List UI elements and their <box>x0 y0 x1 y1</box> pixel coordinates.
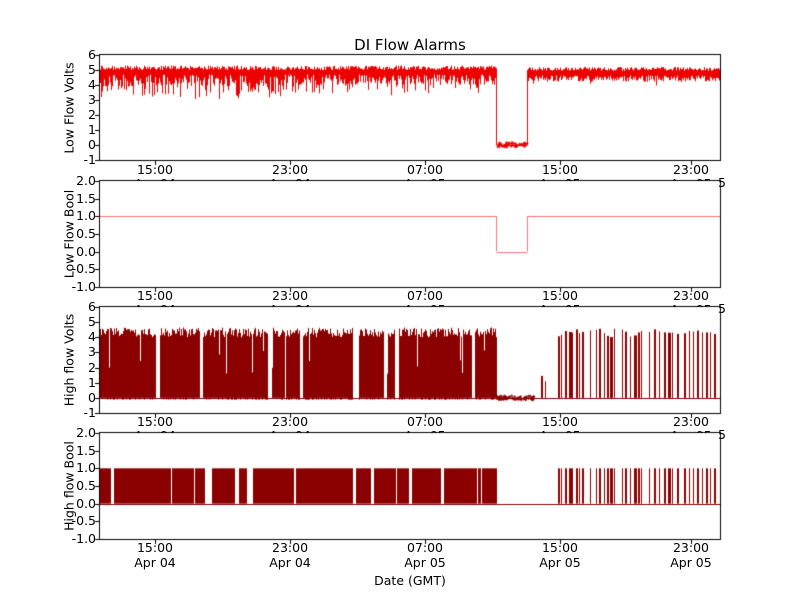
y-tick-label: -1 <box>83 152 96 167</box>
x-tick-label: 15:00 <box>541 288 578 303</box>
y-tick-label: 0.5 <box>76 478 96 493</box>
x-axis-label: Date (GMT) <box>374 573 446 588</box>
y-tick-label: 1.5 <box>76 190 96 206</box>
x-tick-label: 23:00 <box>272 540 309 555</box>
clipped-date-digit: 5 <box>718 175 726 190</box>
x-tick-label: 23:00 <box>672 288 709 303</box>
x-date-label: Apr 04 <box>269 555 311 570</box>
x-tick-label: 07:00 <box>406 414 444 429</box>
x-tick-label: 23:00 <box>672 540 709 555</box>
clipped-date-digit: 5 <box>718 301 726 316</box>
y-tick-label: -0.5 <box>71 261 96 277</box>
y-tick-label: 2 <box>88 107 96 122</box>
x-tick-label: 15:00 <box>541 414 578 429</box>
y-tick-label: 5 <box>88 62 96 77</box>
clipped-date-label: Apr 04 <box>120 429 190 433</box>
y-tick-label: 2.0 <box>76 425 96 440</box>
x-date-label: Apr 04 <box>134 555 176 570</box>
y-tick-label: 3 <box>88 344 96 360</box>
clipped-date-digit: 5 <box>718 427 726 442</box>
y-tick-label: 2.0 <box>76 173 96 188</box>
x-tick-label: 15:00 <box>136 540 173 555</box>
x-date-label: Apr 05 <box>670 555 712 570</box>
x-tick-label: 23:00 <box>672 162 709 177</box>
y-tick-label: 0 <box>88 137 96 152</box>
y-tick-label: 1 <box>88 122 96 137</box>
clipped-date-label: Apr 04 <box>255 303 325 307</box>
y-tick-label: 1.0 <box>76 208 96 224</box>
clipped-date-label: Apr 05 <box>390 177 460 181</box>
chart-title: DI Flow Alarms <box>354 36 466 54</box>
clipped-date-label: Apr 05 <box>656 429 726 433</box>
y-tick-label: 5 <box>88 314 96 330</box>
clipped-date-label: Apr 04 <box>120 303 190 307</box>
clipped-date-label: Apr 05 <box>525 429 595 433</box>
x-tick-label: 23:00 <box>272 414 309 429</box>
y-tick-label: 1.5 <box>76 442 96 458</box>
y-tick-label: 0.5 <box>76 226 96 241</box>
x-tick-label: 15:00 <box>136 288 173 303</box>
clipped-date-label: Apr 04 <box>255 429 325 433</box>
x-tick-label: 23:00 <box>272 288 309 303</box>
clipped-date-row: Apr 04 Apr 04 Apr 05 Apr 05 Apr 05 <box>0 177 800 181</box>
clipped-date-label: Apr 04 <box>120 177 190 181</box>
y-tick-label: 6 <box>88 47 96 62</box>
y-tick-label: 3 <box>88 92 96 107</box>
y-tick-label: 0.0 <box>76 243 96 259</box>
x-tick-label: 15:00 <box>541 540 578 555</box>
x-tick-label: 15:00 <box>136 162 173 177</box>
x-tick-label: 15:00 <box>541 162 578 177</box>
clipped-date-row: Apr 04 Apr 04 Apr 05 Apr 05 Apr 05 <box>0 429 800 433</box>
clipped-date-label: Apr 05 <box>656 177 726 181</box>
x-tick-label: 07:00 <box>406 162 444 177</box>
clipped-date-label: Apr 04 <box>255 177 325 181</box>
y-tick-label: -0.5 <box>71 513 96 529</box>
x-date-label: Apr 05 <box>404 555 446 570</box>
y-tick-label: -1.0 <box>71 531 96 546</box>
x-tick-label: 07:00 <box>406 288 444 303</box>
x-tick-label: 07:00 <box>406 540 444 555</box>
y-tick-label: 4 <box>88 329 96 345</box>
y-tick-label: 0.0 <box>76 495 96 511</box>
y-tick-label: 0 <box>88 389 96 405</box>
y-tick-label: -1 <box>83 405 96 420</box>
clipped-date-label: Apr 05 <box>390 429 460 433</box>
x-tick-label: 23:00 <box>672 414 709 429</box>
clipped-date-label: Apr 05 <box>656 303 726 307</box>
x-tick-label: 23:00 <box>272 162 309 177</box>
y-tick-label: 6 <box>88 299 96 314</box>
clipped-date-label: Apr 05 <box>525 177 595 181</box>
x-tick-label: 15:00 <box>136 414 173 429</box>
clipped-date-label: Apr 05 <box>390 303 460 307</box>
y-tick-label: 2 <box>88 359 96 375</box>
clipped-date-label: Apr 05 <box>525 303 595 307</box>
clipped-date-row: Apr 04 Apr 04 Apr 05 Apr 05 Apr 05 <box>0 303 800 307</box>
x-date-label: Apr 05 <box>539 555 581 570</box>
y-tick-label: -1.0 <box>71 279 96 294</box>
y-tick-label: 1.0 <box>76 460 96 476</box>
y-tick-label: 1 <box>88 374 96 390</box>
y-tick-label: 4 <box>88 77 96 92</box>
